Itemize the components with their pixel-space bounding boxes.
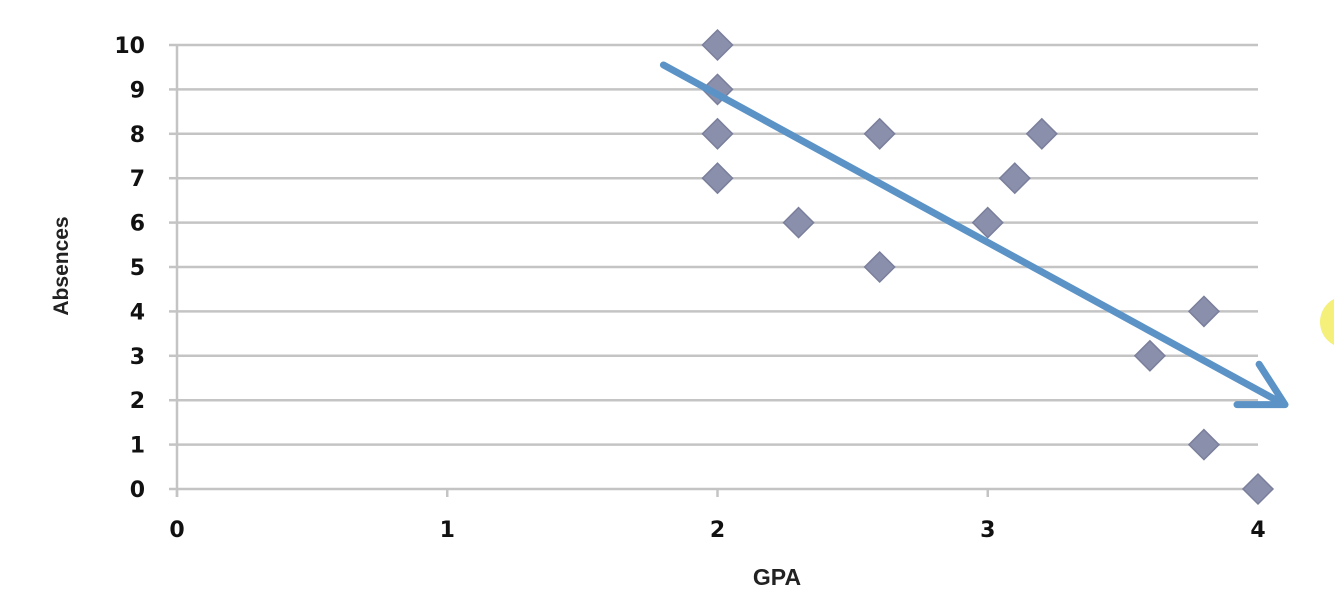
- y-tick-label-6: 6: [130, 212, 145, 237]
- x-tick-labels: 0 1 2 3 4: [169, 518, 1265, 543]
- x-axis-title: GPA: [753, 564, 801, 590]
- data-point-7: [863, 250, 896, 284]
- data-points: [701, 28, 1275, 506]
- y-tick-label-3: 3: [130, 345, 145, 370]
- data-point-11: [1133, 339, 1166, 372]
- data-point-8: [971, 206, 1004, 239]
- y-tick-label-2: 2: [130, 389, 145, 414]
- y-tick-label-10: 10: [114, 34, 145, 59]
- y-axis-title: Absences: [50, 216, 73, 315]
- trend-arrow-shaft: [659, 61, 1283, 406]
- data-point-5: [782, 206, 815, 239]
- y-tick-labels: 0 1 2 3 4 5 6 7 8 9 10: [114, 34, 145, 503]
- data-point-6: [863, 117, 896, 150]
- y-tick-label-8: 8: [130, 123, 145, 148]
- x-tick-label-4: 4: [1250, 518, 1265, 543]
- data-point-14: [1241, 472, 1275, 506]
- x-tick-label-1: 1: [440, 518, 455, 543]
- data-point-12: [1187, 295, 1221, 328]
- cursor-highlight: [1320, 298, 1334, 346]
- trend-arrow-head: [1233, 360, 1289, 409]
- y-tick-label-7: 7: [130, 167, 145, 192]
- x-tick-label-3: 3: [980, 518, 995, 543]
- axes: [169, 43, 1260, 497]
- y-tick-label-4: 4: [130, 300, 145, 325]
- x-tick-label-2: 2: [710, 518, 725, 543]
- y-tick-label-0: 0: [130, 478, 145, 503]
- y-tick-label-9: 9: [130, 78, 145, 103]
- trend-arrow: [659, 61, 1289, 409]
- data-point-9: [998, 162, 1031, 195]
- data-point-4: [701, 162, 734, 195]
- y-tick-label-5: 5: [130, 256, 145, 281]
- data-point-1: [701, 28, 734, 62]
- y-tick-label-1: 1: [130, 434, 145, 459]
- data-point-10: [1025, 117, 1058, 150]
- data-point-3: [701, 117, 734, 150]
- x-tick-label-0: 0: [169, 518, 184, 543]
- data-point-13: [1187, 428, 1221, 461]
